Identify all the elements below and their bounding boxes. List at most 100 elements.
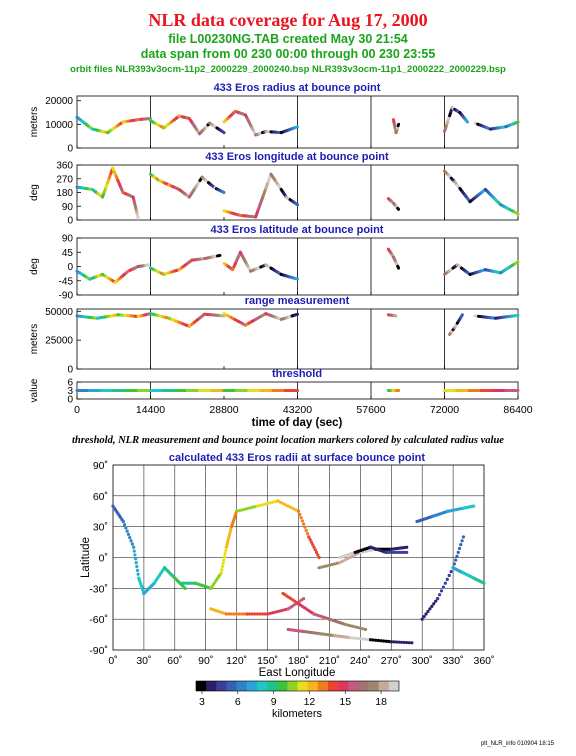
colorbar-swatch (378, 681, 390, 691)
bounce-point-marker (224, 612, 228, 616)
colorbar-swatch (267, 681, 278, 691)
bounce-point-marker (456, 550, 460, 554)
bounce-point-marker (399, 550, 404, 554)
bounce-point-marker (402, 550, 406, 554)
bounce-point-marker (307, 535, 311, 539)
bounce-point-marker (303, 525, 307, 529)
x-tick-label: 0 (74, 404, 80, 416)
bounce-point-marker (126, 532, 131, 536)
map-y-tick-label: 0˚ (99, 553, 108, 565)
bounce-point-marker (482, 581, 486, 585)
bounce-point-marker (348, 623, 352, 628)
bounce-point-marker (351, 554, 355, 558)
map-y-tick-label: -60˚ (89, 614, 108, 626)
x-tick-label: 28800 (209, 404, 238, 416)
bounce-point-marker (402, 640, 406, 645)
x-axis-label: time of day (sec) (252, 417, 343, 429)
bounce-point-marker (276, 609, 280, 614)
data-segment (459, 313, 464, 319)
bounce-point-marker (124, 526, 128, 530)
bounce-point-marker (221, 561, 225, 565)
bounce-point-marker (422, 614, 426, 619)
bounce-point-marker (242, 507, 246, 511)
bounce-point-marker (247, 612, 252, 616)
colorbar-swatch (216, 681, 227, 691)
map-y-tick-label: -30˚ (89, 583, 108, 595)
file-info: file L00230NG.TAB created May 30 21:54 (168, 32, 408, 46)
colorbar-tick-label: 3 (199, 696, 205, 708)
bounce-point-marker (278, 500, 283, 504)
bounce-point-marker (258, 503, 262, 508)
map-y-tick-label: -90˚ (89, 645, 108, 657)
bounce-point-marker (461, 535, 465, 539)
y-tick-label: 6 (67, 378, 73, 389)
bounce-point-marker (312, 545, 316, 549)
colorbar-swatch (317, 681, 329, 691)
bounce-point-marker (452, 562, 456, 566)
data-segment (514, 120, 520, 125)
colorbar-label: kilometers (272, 708, 323, 720)
bounce-point-marker (273, 500, 277, 504)
bounce-point-marker (457, 546, 462, 551)
bounce-point-marker (387, 550, 391, 554)
bounce-point-marker (133, 557, 138, 561)
map-x-tick-label: 210˚ (319, 655, 340, 667)
bounce-point-marker (260, 503, 265, 507)
bounce-point-marker (258, 612, 262, 616)
bounce-point-marker (439, 589, 444, 593)
figure-caption: threshold, NLR measurement and bounce po… (72, 435, 504, 446)
data-segment (220, 129, 226, 135)
map-x-tick-label: 360˚ (473, 655, 494, 667)
bounce-point-marker (263, 612, 267, 616)
map-x-tick-label: 90˚ (198, 655, 213, 667)
map-x-tick-label: 150˚ (257, 655, 278, 667)
bounce-point-marker (361, 627, 365, 631)
bounce-point-marker (229, 527, 233, 531)
colorbar-frame (195, 680, 400, 692)
bounce-point-marker (300, 519, 304, 523)
bounce-point-marker (134, 561, 138, 565)
bounce-point-marker (265, 612, 270, 616)
colorbar-swatch (256, 681, 268, 691)
y-tick-label: 20000 (45, 96, 73, 107)
bounce-point-marker (253, 505, 257, 509)
map-title: calculated 433 Eros radii at surface bou… (169, 452, 425, 464)
bounce-point-marker (263, 502, 267, 506)
bounce-point-marker (276, 499, 280, 503)
data-segment (464, 118, 469, 124)
y-tick-label: 90 (62, 234, 74, 245)
data-segment (215, 253, 222, 258)
bounce-point-marker (121, 519, 125, 524)
data-segment (294, 201, 299, 207)
colorbar-swatch (388, 681, 400, 691)
bounce-point-marker (226, 537, 230, 542)
bounce-point-marker (358, 637, 362, 641)
bounce-point-marker (314, 550, 319, 554)
bounce-point-marker (420, 617, 424, 621)
bounce-point-marker (327, 563, 332, 567)
bounce-point-marker (268, 611, 272, 615)
data-segment (135, 213, 140, 220)
timeseries-panel-2: 433 Eros longitude at bounce point 0 90 180… (29, 151, 520, 227)
bounce-point-marker (348, 555, 352, 560)
bounce-point-marker (313, 548, 317, 552)
bounce-point-marker (405, 550, 409, 554)
bounce-point-marker (250, 612, 254, 616)
bounce-point-marker (219, 571, 223, 575)
bounce-point-marker (366, 637, 370, 642)
bounce-point-marker (459, 543, 463, 547)
x-tick-label: 14400 (136, 404, 165, 416)
bounce-point-marker (345, 623, 350, 627)
bounce-point-marker (268, 501, 272, 505)
bounce-point-marker (253, 612, 257, 616)
bounce-point-marker (135, 564, 139, 569)
y-tick-label: 3 (67, 386, 73, 397)
bounce-point-marker (255, 504, 259, 508)
bounce-point-marker (353, 625, 357, 629)
bounce-point-marker (135, 568, 140, 572)
bounce-point-marker (317, 566, 321, 570)
bounce-point-marker (132, 545, 136, 549)
bounce-point-marker (281, 608, 285, 612)
timeseries-panel-1: 433 Eros radius at bounce point 0 10000 200… (29, 82, 520, 155)
